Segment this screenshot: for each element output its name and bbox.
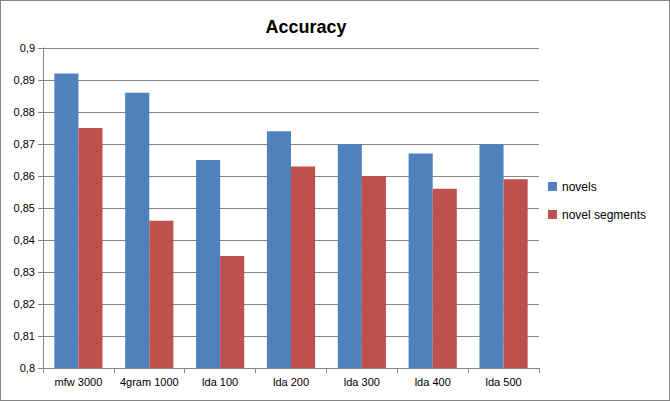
svg-text:lda 500: lda 500 bbox=[486, 376, 522, 388]
svg-text:0,9: 0,9 bbox=[20, 42, 35, 54]
svg-text:novels: novels bbox=[562, 180, 597, 194]
svg-text:0,89: 0,89 bbox=[14, 74, 35, 86]
svg-text:Accuracy: Accuracy bbox=[265, 17, 346, 37]
svg-text:0,88: 0,88 bbox=[14, 106, 35, 118]
svg-text:0,87: 0,87 bbox=[14, 138, 35, 150]
svg-text:lda 100: lda 100 bbox=[202, 376, 238, 388]
svg-text:4gram 1000: 4gram 1000 bbox=[120, 376, 179, 388]
svg-text:0,81: 0,81 bbox=[14, 330, 35, 342]
svg-text:0,86: 0,86 bbox=[14, 170, 35, 182]
svg-text:lda 200: lda 200 bbox=[273, 376, 309, 388]
svg-text:0,85: 0,85 bbox=[14, 202, 35, 214]
svg-text:0,83: 0,83 bbox=[14, 266, 35, 278]
svg-text:0,8: 0,8 bbox=[20, 362, 35, 374]
svg-text:0,82: 0,82 bbox=[14, 298, 35, 310]
svg-text:0,84: 0,84 bbox=[14, 234, 35, 246]
svg-text:novel segments: novel segments bbox=[562, 208, 646, 222]
svg-text:mfw 3000: mfw 3000 bbox=[55, 376, 103, 388]
svg-text:lda 300: lda 300 bbox=[344, 376, 380, 388]
svg-text:lda 400: lda 400 bbox=[415, 376, 451, 388]
